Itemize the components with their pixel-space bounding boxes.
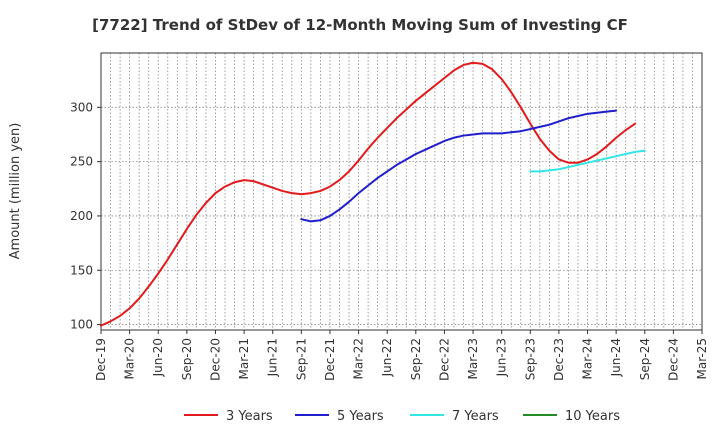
x-tick-label: Sep-24 [638,338,652,380]
y-tick-label: 250 [70,155,93,169]
x-tick-label: Dec-19 [94,338,108,381]
legend-label: 10 Years [565,409,620,424]
series-line-3-years [100,61,637,327]
y-tick-label: 150 [70,263,93,277]
x-tick-label: Dec-22 [437,338,451,381]
x-tick-label: Jun-21 [266,338,280,377]
y-axis-ticks: 100 150 200 250 300 [70,100,101,332]
x-tick-label: Sep-20 [180,338,194,380]
x-tick-label: Jun-22 [380,338,394,377]
x-tick-label: Mar-22 [352,338,366,379]
series-line-5-years [300,109,618,223]
x-tick-label: Mar-21 [237,338,251,379]
legend-item: 10 Years [523,409,620,424]
legend-label: 3 Years [226,409,273,424]
x-tick-label: Sep-23 [523,338,537,380]
series-line-7-years [529,149,646,173]
x-tick-label: Mar-20 [123,338,137,379]
x-tick-label: Sep-22 [409,338,423,380]
x-tick-label: Jun-23 [495,338,509,377]
x-tick-label: Mar-25 [695,338,709,379]
x-tick-label: Dec-21 [323,338,337,381]
x-tick-label: Jun-20 [151,338,165,377]
plot-area [100,52,703,331]
x-tick-label: Dec-23 [552,338,566,381]
x-tick-label: Mar-24 [581,338,595,379]
x-tick-label: Sep-21 [294,338,308,380]
legend-label: 5 Years [337,409,384,424]
y-tick-label: 300 [70,100,93,114]
legend-item: 7 Years [410,409,499,424]
legend: 3 Years 5 Years 7 Years 10 Years [184,409,620,424]
x-axis-ticks: Dec-19 Mar-20 Jun-20 Sep-20 Dec-20 Mar-21 Jun-… [94,330,709,381]
grid [101,53,702,330]
y-tick-label: 100 [70,318,93,332]
series-lines [100,61,646,327]
x-tick-label: Dec-24 [666,338,680,381]
chart-title: [7722] Trend of StDev of 12-Month Moving… [92,16,628,34]
x-tick-label: Mar-23 [466,338,480,379]
x-tick-label: Jun-24 [609,338,623,377]
y-axis-label: Amount (million yen) [8,123,23,260]
x-tick-label: Dec-20 [208,338,222,381]
legend-item: 3 Years [184,409,273,424]
y-tick-label: 200 [70,209,93,223]
legend-label: 7 Years [452,409,499,424]
legend-item: 5 Years [295,409,384,424]
